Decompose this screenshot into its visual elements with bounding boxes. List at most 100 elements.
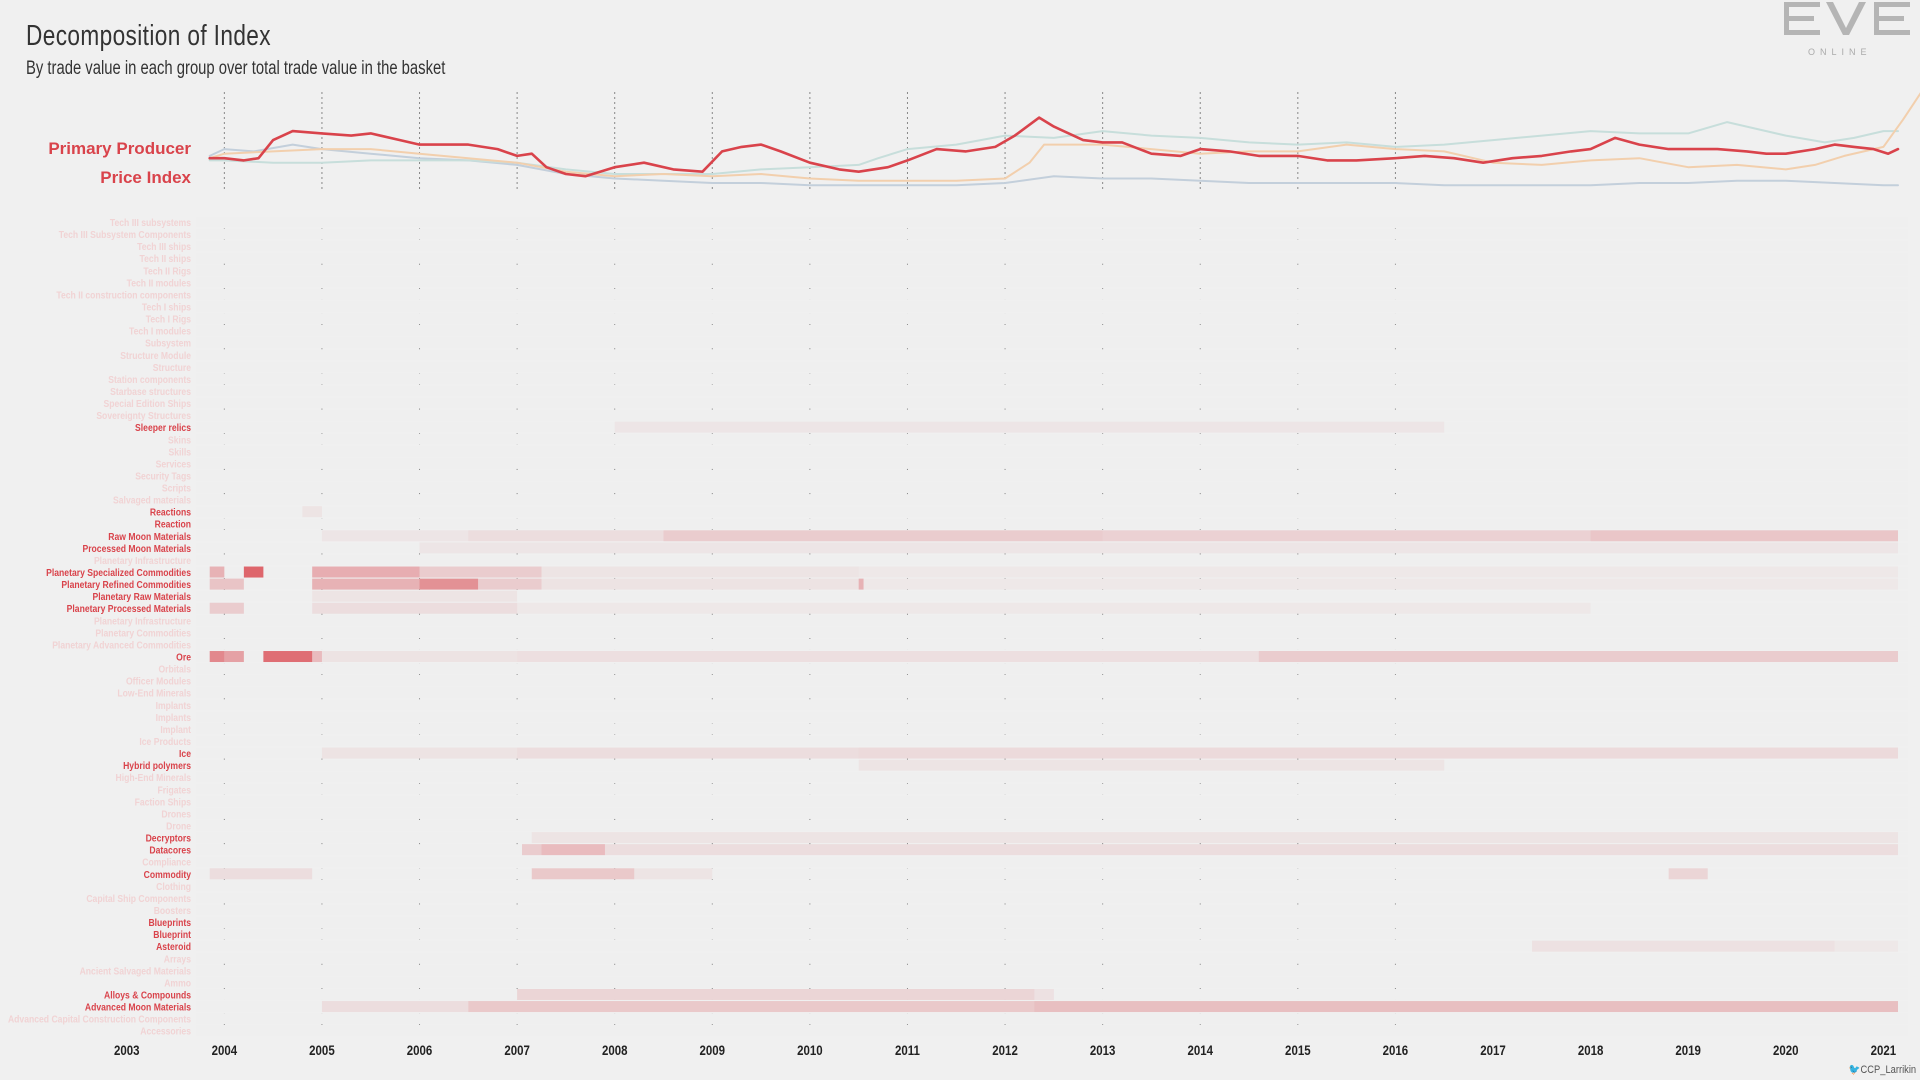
heat-row-datacores: [196, 844, 1908, 856]
category-label-planetary-processed-materials: Planetary Processed Materials: [67, 603, 191, 615]
heat-row-planetary-refined-commodities: [196, 578, 1908, 590]
heat-row-low-end-minerals: [196, 687, 1908, 699]
heat-row-security-tags: [196, 469, 1908, 481]
heat-row-planetary-commodities: [196, 626, 1908, 638]
heat-row-high-end-minerals: [196, 771, 1908, 783]
category-label-capital-ship-components: Capital Ship Components: [86, 893, 191, 905]
heat-cell-raw-moon-materials-1: [468, 530, 664, 542]
year-label-2004: 2004: [212, 1042, 238, 1058]
year-label-2012: 2012: [992, 1042, 1018, 1058]
category-label-processed-moon-materials: Processed Moon Materials: [82, 543, 191, 555]
heat-row-special-edition-ships: [196, 397, 1908, 409]
category-label-advanced-capital-construction-components: Advanced Capital Construction Components: [8, 1014, 191, 1026]
category-label-tech-i-rigs: Tech I Rigs: [146, 314, 191, 326]
credit-handle: CCP_Larrikin: [1860, 1064, 1916, 1076]
heat-cell-raw-moon-materials-2: [663, 530, 1103, 542]
category-label-datacores: Datacores: [149, 845, 191, 857]
heat-row-orbitals: [196, 663, 1908, 675]
category-label-salvaged-materials: Salvaged materials: [113, 495, 191, 507]
category-label-implants: Implants: [156, 700, 191, 712]
heat-cell-planetary-refined-commodities-3: [478, 578, 542, 590]
category-label-ammo: Ammo: [164, 978, 191, 990]
year-label-2009: 2009: [700, 1042, 726, 1058]
heat-row-tech-iii-subsystems: [196, 216, 1908, 228]
heat-row-planetary-processed-materials: [196, 602, 1908, 614]
category-label-subsystem: Subsystem: [145, 338, 191, 350]
heat-row-structure-module: [196, 349, 1908, 361]
heat-row-tech-iii-ships: [196, 240, 1908, 252]
heat-row-advanced-moon-materials: [196, 1001, 1908, 1013]
heat-cell-planetary-processed-materials-1: [312, 602, 518, 614]
category-label-hybrid-polymers: Hybrid polymers: [123, 760, 191, 772]
heat-cell-raw-moon-materials-4: [1590, 530, 1898, 542]
series-line-comparison-index-b: [208, 121, 1899, 175]
heat-cell-ice-1: [517, 747, 859, 759]
heat-row-station-components: [196, 373, 1908, 385]
index-label-line-1: Primary Producer: [48, 139, 191, 158]
heat-cell-ore-5: [517, 651, 1259, 663]
heat-row-tech-ii-construction-components: [196, 288, 1908, 300]
heat-row-drones: [196, 807, 1908, 819]
heat-cell-planetary-specialized-commodities-0: [209, 566, 225, 578]
category-label-advanced-moon-materials: Advanced Moon Materials: [85, 1002, 191, 1014]
heat-row-tech-ii-ships: [196, 252, 1908, 264]
heat-row-alloys-compounds: [196, 988, 1908, 1000]
heat-row-drone: [196, 820, 1908, 831]
year-axis-layer: 2003 2004 2005 2006 2007 2008 2009 2010 2011 2012…: [114, 1042, 1896, 1058]
heat-row-tech-i-modules: [196, 325, 1908, 337]
category-label-arrays: Arrays: [164, 954, 191, 966]
heat-row-faction-ships: [196, 795, 1908, 807]
heat-cell-planetary-specialized-commodities-4: [541, 566, 859, 578]
twitter-bird-icon: 🐦: [1848, 1064, 1861, 1076]
category-label-planetary-commodities: Planetary Commodities: [95, 628, 191, 640]
year-label-2020: 2020: [1773, 1042, 1799, 1058]
year-label-2013: 2013: [1090, 1042, 1116, 1058]
heat-row-structure: [196, 361, 1908, 373]
year-label-2016: 2016: [1383, 1042, 1409, 1058]
heat-cell-datacores-1: [541, 844, 605, 856]
heat-row-implants: [196, 699, 1908, 711]
heat-row-tech-ii-rigs: [196, 264, 1908, 276]
category-label-officer-modules: Officer Modules: [126, 676, 191, 688]
category-label-planetary-infrastructure: Planetary Infrastructure: [94, 555, 191, 567]
heat-row-implant: [196, 723, 1908, 735]
category-label-sleeper-relics: Sleeper relics: [135, 422, 191, 434]
heat-cell-ore-6: [1258, 651, 1898, 663]
heat-cell-hybrid-polymers-0: [858, 759, 1445, 771]
category-label-tech-iii-subsystem-components: Tech III Subsystem Components: [59, 229, 191, 241]
heat-row-boosters: [196, 904, 1908, 916]
heat-cell-alloys-compounds-1: [1034, 988, 1054, 1000]
category-label-planetary-specialized-commodities: Planetary Specialized Commodities: [46, 567, 191, 579]
heat-cell-planetary-refined-commodities-5: [858, 578, 864, 590]
category-label-reactions: Reactions: [150, 507, 191, 519]
heat-row-raw-moon-materials: [196, 530, 1908, 542]
category-label-alloys-compounds: Alloys & Compounds: [104, 990, 191, 1002]
heat-row-ice-products: [196, 735, 1908, 747]
heat-row-accessories: [196, 1025, 1908, 1037]
heat-cell-planetary-processed-materials-2: [517, 602, 1591, 614]
year-label-2005: 2005: [309, 1042, 335, 1058]
heat-cell-planetary-specialized-commodities-1: [243, 566, 264, 578]
heat-cell-planetary-refined-commodities-6: [863, 578, 1898, 590]
heat-row-blueprint: [196, 928, 1908, 940]
heat-cell-planetary-refined-commodities-4: [541, 578, 859, 590]
heat-row-planetary-advanced-commodities: [196, 638, 1908, 650]
heat-cell-planetary-refined-commodities-2: [419, 578, 479, 590]
heat-cell-processed-moon-materials-0: [419, 542, 1899, 554]
heat-row-decryptors: [196, 832, 1908, 844]
category-label-frigates: Frigates: [158, 785, 191, 797]
category-label-ice: Ice: [179, 748, 191, 760]
twitter-credit: 🐦CCP_Larrikin: [1849, 1063, 1916, 1076]
category-label-structure-module: Structure Module: [120, 350, 191, 362]
heat-row-frigates: [196, 783, 1908, 795]
series-line-comparison-index-a: [208, 143, 1899, 187]
series-line-comparison-index-c: [208, 92, 1920, 182]
year-label-2017: 2017: [1480, 1042, 1506, 1058]
heat-cell-raw-moon-materials-3: [1102, 530, 1591, 542]
series-line-primary-producer-price-index: [208, 116, 1900, 178]
heat-cell-ice-2: [858, 747, 1898, 759]
heat-row-capital-ship-components: [196, 892, 1908, 904]
year-label-2021: 2021: [1871, 1042, 1897, 1058]
heat-row-arrays: [196, 952, 1908, 964]
category-label-planetary-infrastructure: Planetary Infrastructure: [94, 616, 191, 628]
